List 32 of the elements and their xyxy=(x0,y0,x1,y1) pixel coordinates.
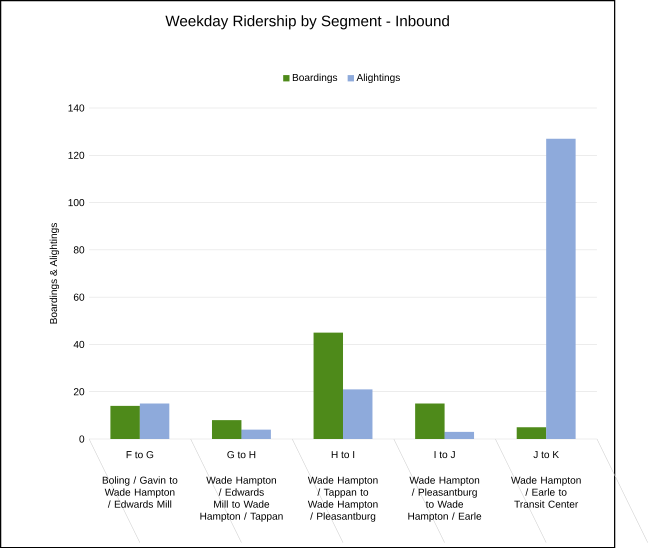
y-tick-label: 140 xyxy=(68,104,84,112)
text: Wade Hampton / Edwards Mill to Wade Hampton / Tappan xyxy=(200,476,283,522)
legend-label: Boardings xyxy=(292,73,338,83)
chart-title: Weekday Ridership by Segment - Inbound xyxy=(165,15,449,30)
y-tick-label: 0 xyxy=(79,435,84,442)
bar xyxy=(110,406,140,439)
x-tick-label: F to G xyxy=(126,450,154,458)
x-tick-label: G to H xyxy=(227,450,256,458)
legend-label: Alightings xyxy=(356,73,400,83)
y-tick-label: 100 xyxy=(68,198,84,206)
x-tick-label: H to I xyxy=(332,450,354,458)
y-tick-label: 120 xyxy=(68,152,84,159)
text: Wade Hampton / Pleasantburg to Wade Hampton / Earle xyxy=(408,476,482,522)
y-tick-label: 20 xyxy=(74,388,84,396)
text: Wade Hampton / Earle to Transit Center xyxy=(511,476,581,508)
y-tick-label: 40 xyxy=(74,340,84,348)
bar xyxy=(546,138,576,439)
bar xyxy=(444,432,474,439)
x-tick-label: I to J xyxy=(434,450,455,458)
bar xyxy=(516,427,546,439)
bar xyxy=(212,420,242,439)
x-tick-label: J to K xyxy=(533,450,559,458)
bar xyxy=(140,403,170,439)
bar xyxy=(314,332,344,439)
text: Boling / Gavin to Wade Hampton / Edwards Mill xyxy=(102,476,178,508)
bar xyxy=(241,429,271,439)
y-tick-label: 80 xyxy=(74,246,84,254)
y-axis-title: Boardings & Alightings xyxy=(50,222,60,324)
y-tick-label: 60 xyxy=(74,293,84,301)
bar xyxy=(415,403,445,439)
text: Wade Hampton / Tappan to Wade Hampton / Pleasantburg xyxy=(308,476,378,522)
bar xyxy=(343,389,372,439)
